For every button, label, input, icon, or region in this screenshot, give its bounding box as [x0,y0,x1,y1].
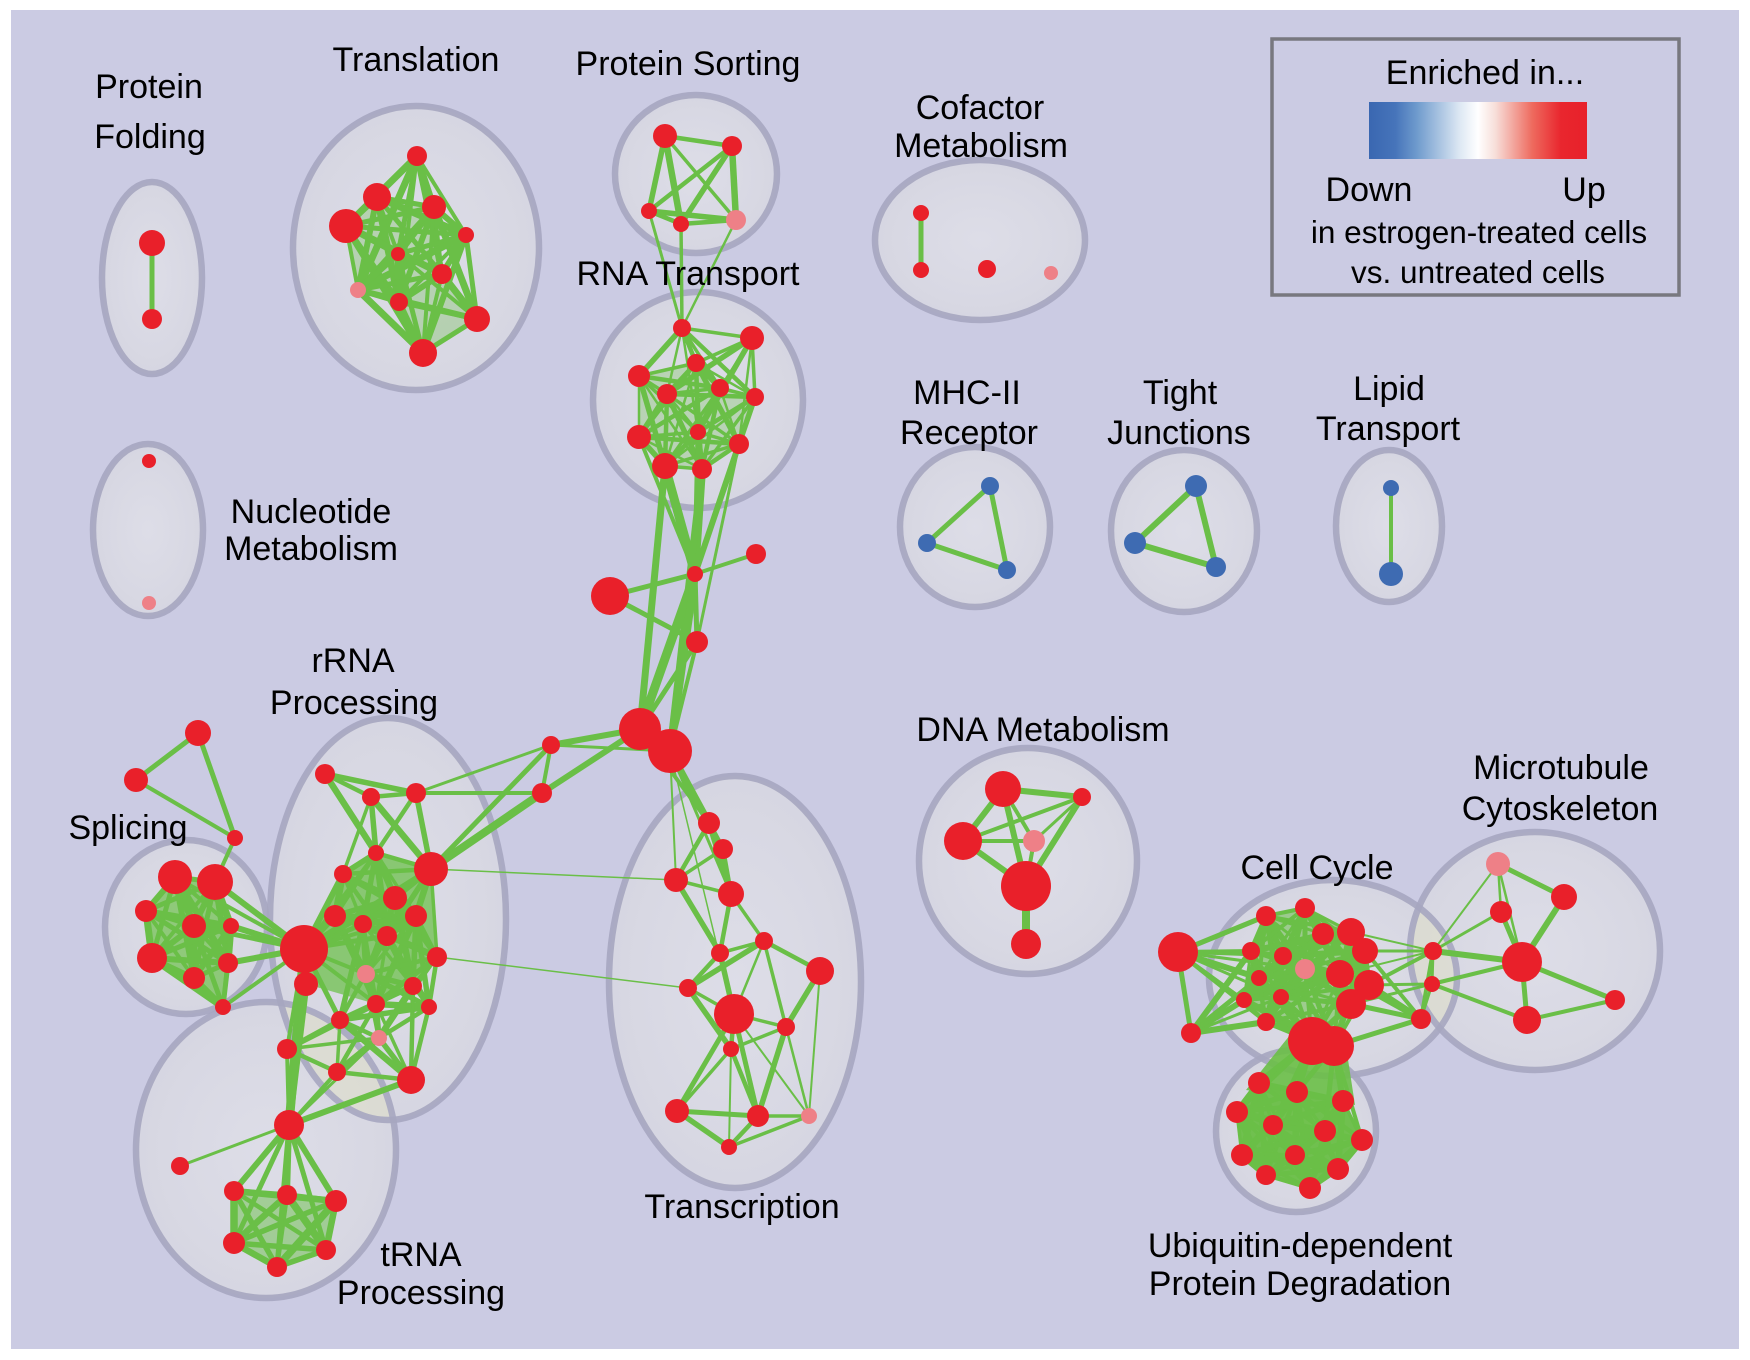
svg-text:Cofactor: Cofactor [916,89,1045,127]
svg-text:Processing: Processing [337,1274,505,1312]
svg-text:vs. untreated cells: vs. untreated cells [1351,254,1605,290]
svg-text:Tight: Tight [1143,374,1218,412]
svg-text:Processing: Processing [270,684,438,722]
svg-text:Metabolism: Metabolism [894,127,1068,165]
svg-text:RNA Transport: RNA Transport [577,255,801,293]
svg-text:Metabolism: Metabolism [224,530,398,568]
svg-text:Enriched in...: Enriched in... [1386,54,1584,92]
svg-text:Protein Sorting: Protein Sorting [576,45,801,83]
svg-text:Junctions: Junctions [1107,414,1251,452]
svg-text:Splicing: Splicing [68,809,187,847]
svg-text:Translation: Translation [333,41,500,79]
svg-text:Protein Degradation: Protein Degradation [1149,1265,1451,1303]
svg-text:Folding: Folding [94,118,206,156]
svg-text:Cell Cycle: Cell Cycle [1240,849,1393,887]
svg-text:tRNA: tRNA [380,1236,462,1274]
svg-text:rRNA: rRNA [311,642,394,680]
svg-text:Nucleotide: Nucleotide [231,493,392,531]
svg-text:Microtubule: Microtubule [1473,749,1649,787]
svg-text:Up: Up [1562,171,1605,209]
svg-text:DNA Metabolism: DNA Metabolism [916,711,1169,749]
svg-text:Transport: Transport [1316,410,1461,448]
svg-text:in estrogen-treated cells: in estrogen-treated cells [1311,214,1647,250]
svg-text:Transcription: Transcription [644,1188,839,1226]
svg-text:Receptor: Receptor [900,414,1038,452]
svg-text:Cytoskeleton: Cytoskeleton [1462,790,1659,828]
svg-text:Ubiquitin-dependent: Ubiquitin-dependent [1148,1227,1453,1265]
svg-text:Lipid: Lipid [1353,370,1425,408]
svg-text:MHC-II: MHC-II [913,374,1021,412]
svg-text:Down: Down [1326,171,1413,209]
svg-text:Protein: Protein [95,68,203,106]
